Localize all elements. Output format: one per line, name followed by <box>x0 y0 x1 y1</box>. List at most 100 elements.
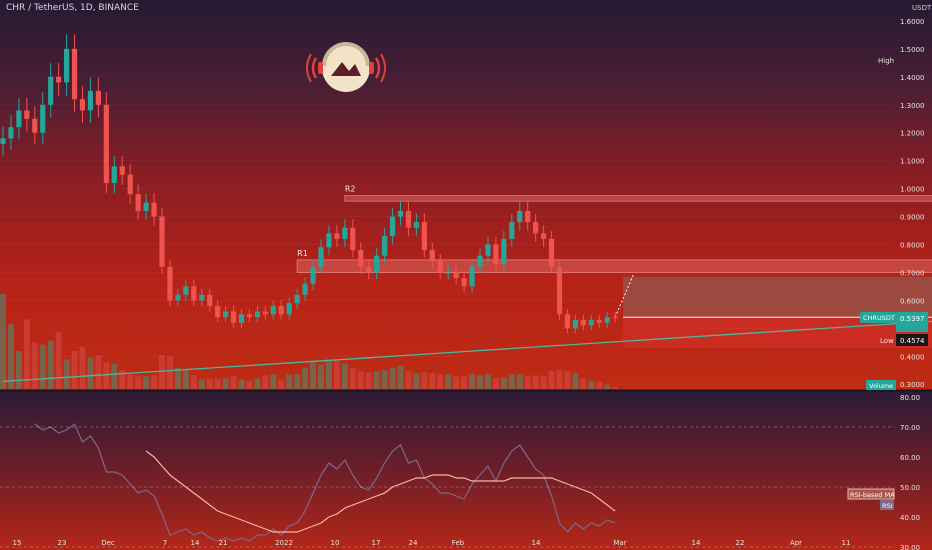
price-tick-label: 0.9000 <box>900 214 925 222</box>
candle-body <box>111 166 117 184</box>
candle-body <box>588 319 594 326</box>
time-axis-label: Apr <box>790 539 802 547</box>
candle-body <box>397 210 404 217</box>
current-symbol-box <box>860 312 896 323</box>
projection-target-area <box>623 276 932 318</box>
time-axis-label: 21 <box>219 539 228 547</box>
candle-body <box>135 194 141 211</box>
candle-body <box>461 278 467 287</box>
time-axis-label: 17 <box>372 539 381 547</box>
candle-body <box>548 238 555 267</box>
volume-bar <box>540 376 547 389</box>
volume-bar <box>453 376 460 389</box>
candle-body <box>596 319 602 323</box>
candle-body <box>127 174 133 195</box>
price-tick-label: 1.6000 <box>900 18 925 26</box>
volume-bar <box>103 362 110 389</box>
volume-bar <box>222 378 229 389</box>
candle-body <box>358 250 364 267</box>
volume-bar <box>262 375 269 389</box>
price-tick-label: 1.1000 <box>900 158 925 166</box>
candle-body <box>56 76 62 83</box>
rsi-ma-tag: RSI-based MA <box>850 491 895 499</box>
candle-body <box>374 255 380 273</box>
volume-bar <box>254 378 261 389</box>
symbol-header[interactable]: CHR / TetherUS, 1D, BINANCE <box>6 3 139 13</box>
volume-bar <box>135 376 142 389</box>
volume-bar <box>413 373 420 389</box>
candle-body <box>191 286 197 301</box>
candle-body <box>103 104 109 184</box>
volume-bar <box>429 373 436 389</box>
time-axis-label: 22 <box>736 539 745 547</box>
volume-bar <box>79 346 86 389</box>
volume-bar <box>127 374 134 389</box>
low-value-box <box>896 334 928 346</box>
volume-bar <box>278 379 285 389</box>
candle-body <box>421 222 427 251</box>
volume-bar <box>421 372 428 389</box>
candle-body <box>0 138 6 144</box>
volume-bar <box>55 332 62 389</box>
candle-body <box>143 202 149 211</box>
volume-bar <box>230 376 237 389</box>
volume-layer <box>0 294 619 389</box>
volume-bar <box>604 384 611 389</box>
volume-bar <box>548 371 555 389</box>
rsi-tick-label: 40.00 <box>900 514 920 522</box>
candle-body <box>254 311 260 318</box>
volume-bar <box>198 379 205 389</box>
price-tick-label: 0.6000 <box>900 297 925 305</box>
volume-bar <box>151 375 158 389</box>
rsi-tick-label: 50.00 <box>900 484 920 492</box>
candle-body <box>215 305 221 318</box>
time-axis-label: 14 <box>692 539 701 547</box>
candle-body <box>469 266 475 287</box>
time-axis-label: 23 <box>58 539 67 547</box>
volume-bar <box>47 340 54 389</box>
current-value: 0.5397 <box>900 315 925 323</box>
candle-body <box>302 283 308 295</box>
volume-bar <box>572 373 579 389</box>
volume-bar <box>23 319 30 389</box>
time-axis-label: 2022 <box>275 539 293 547</box>
broadcast-helmet-logo <box>306 42 386 92</box>
volume-bar <box>63 359 70 389</box>
rsi-ma-tag-box <box>847 488 895 500</box>
volume-bar <box>477 375 483 389</box>
volume-bar <box>612 386 619 389</box>
high-tag: High <box>878 57 894 65</box>
price-tick-label: 1.4000 <box>900 74 925 82</box>
candle-body <box>167 266 173 301</box>
volume-bar <box>39 344 46 389</box>
candle-body <box>533 222 539 234</box>
price-tick-label: 0.8000 <box>900 242 925 250</box>
volume-tag: Volume <box>869 382 893 390</box>
volume-bar <box>15 351 22 389</box>
candle-body <box>64 48 70 83</box>
volume-bar <box>310 361 317 389</box>
volume-bar <box>437 374 444 389</box>
candle-body <box>207 294 213 306</box>
volume-bar <box>119 370 126 389</box>
volume-bar <box>318 364 324 389</box>
time-axis-label: 14 <box>532 539 541 547</box>
volume-bar <box>174 367 181 389</box>
candle-body <box>87 90 94 111</box>
candle-body <box>382 236 388 256</box>
candle-body <box>40 104 46 133</box>
candle-body <box>405 210 412 228</box>
candle-body <box>509 222 515 239</box>
time-axis-label: 7 <box>163 539 167 547</box>
candle-body <box>159 216 165 267</box>
rsi-tick-label: 60.00 <box>900 454 920 462</box>
volume-bar <box>524 376 531 389</box>
volume-bar <box>190 375 197 389</box>
candle-body <box>278 305 284 315</box>
time-axis-label: 14 <box>191 539 200 547</box>
candle-body <box>24 110 30 119</box>
candle-body <box>119 166 125 175</box>
price-tick-label: 1.5000 <box>900 46 925 54</box>
candle-body <box>564 314 571 329</box>
